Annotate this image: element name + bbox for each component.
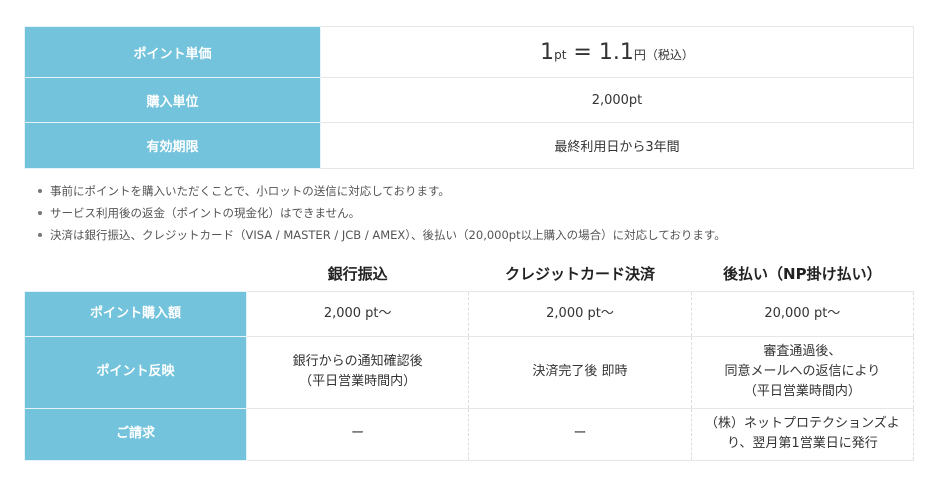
note-item: 決済は銀行振込、クレジットカード（VISA / MASTER / JCB / A… [36,224,726,246]
note-item: サービス利用後の返金（ポイントの現金化）はできません。 [36,202,726,224]
note-item: 事前にポイントを購入いただくことで、小ロットの送信に対応しております。 [36,180,726,202]
label-purchase-amount: ポイント購入額 [24,290,247,337]
row-point-reflection: ポイント反映 銀行からの通知確認後 （平日営業時間内） 決済完了後 即時 審査通過… [24,335,915,409]
row-purchase-amount: ポイント購入額 2,000 pt〜 2,000 pt〜 20,000 pt〜 [24,290,915,337]
expiry-value: 最終利用日から3年間 [320,122,914,169]
cell: 20,000 pt〜 [690,290,915,337]
cell: 審査通過後、 同意メールへの返信により （平日営業時間内） [690,335,915,409]
header-deferred-payment: 後払い（NP掛け払い） [723,264,882,283]
row-unit-price: ポイント単価 1pt = 1.1円（税込） [24,26,914,78]
cell: ー [245,407,470,461]
header-empty [25,256,247,291]
label-point-reflection: ポイント反映 [24,335,247,409]
cell: 銀行からの通知確認後 （平日営業時間内） [245,335,470,409]
cell: 2,000 pt〜 [245,290,470,337]
label-billing: ご請求 [24,407,247,461]
cell: （株）ネットプロテクションズよ り、翌月第1営業日に発行 [690,407,915,461]
payment-methods-table: 銀行振込 クレジットカード決済 後払い（NP掛け払い） ポイント購入額 2,00… [24,256,915,461]
notes-list: 事前にポイントを購入いただくことで、小ロットの送信に対応しております。 サービス… [36,180,726,246]
purchase-unit-value: 2,000pt [320,77,914,123]
header-bank-transfer: 銀行振込 [327,264,388,283]
header-row: 銀行振込 クレジットカード決済 後払い（NP掛け払い） [25,256,914,291]
label-unit-price: ポイント単価 [24,26,321,78]
label-purchase-unit: 購入単位 [24,77,321,123]
point-price-table: ポイント単価 1pt = 1.1円（税込） 購入単位 2,000pt 有効期限 … [24,26,914,169]
row-billing: ご請求 ー ー （株）ネットプロテクションズよ り、翌月第1営業日に発行 [24,407,915,461]
header-credit-card: クレジットカード決済 [504,264,655,283]
label-expiry: 有効期限 [24,122,321,169]
cell: 決済完了後 即時 [468,335,692,409]
cell: 2,000 pt〜 [468,290,692,337]
cell: ー [468,407,692,461]
row-purchase-unit: 購入単位 2,000pt [24,77,914,123]
unit-price-value: 1pt = 1.1円（税込） [320,26,914,78]
row-expiry: 有効期限 最終利用日から3年間 [24,122,914,169]
